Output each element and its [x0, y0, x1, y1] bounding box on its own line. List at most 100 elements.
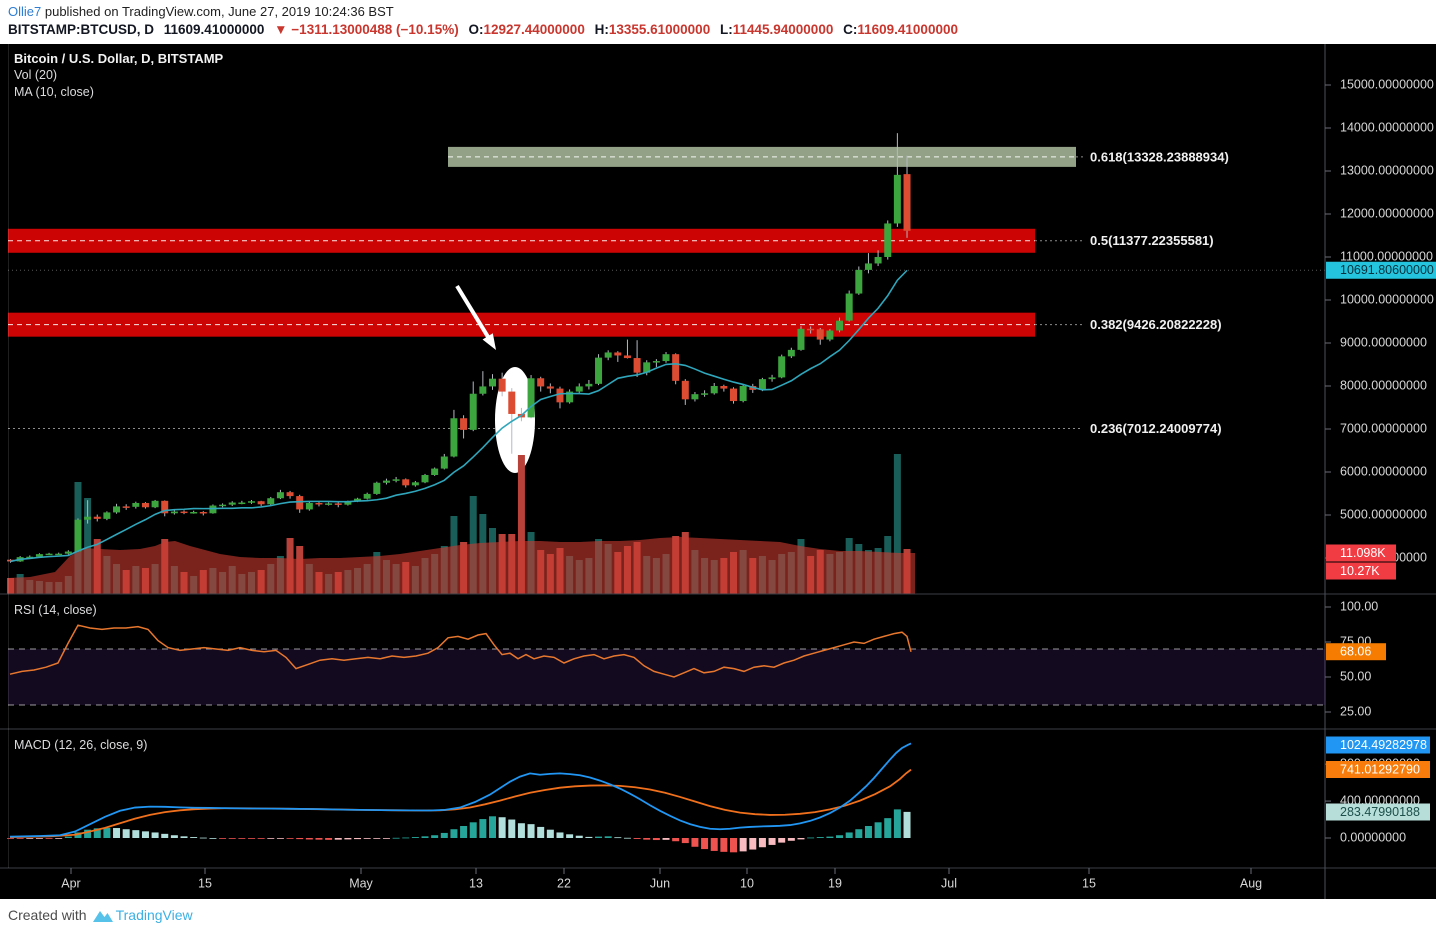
macd-histogram-bar — [113, 828, 121, 838]
candle-body — [537, 378, 545, 387]
author-link[interactable]: Ollie7 — [8, 4, 42, 19]
macd-histogram-bar — [864, 826, 872, 838]
macd-pane-label: MACD (12, 26, close, 9) — [14, 738, 148, 752]
volume-ma-badge — [1326, 544, 1396, 562]
macd-histogram-bar — [267, 838, 275, 839]
volume-ma-badge-label: 11.098K — [1340, 546, 1386, 560]
volume-bar — [893, 454, 901, 594]
candle-body — [778, 356, 786, 378]
macd-histogram-bar — [874, 822, 882, 838]
legend-volume-indicator: Vol (20) — [14, 68, 58, 82]
macd-histogram-bar — [170, 835, 178, 838]
last-price: 11609.41000000 — [163, 22, 265, 37]
macd-histogram-bar — [758, 838, 766, 848]
macd-histogram-bar — [7, 838, 14, 839]
macd-histogram-bar — [325, 838, 333, 840]
low-label: L: — [719, 22, 733, 37]
chart-legend: Bitcoin / U.S. Dollar, D, BITSTAMP Vol (… — [14, 50, 223, 101]
candle-body — [113, 506, 121, 513]
candle-body — [479, 386, 487, 394]
macd-histogram-bar — [681, 838, 689, 844]
candle-body — [421, 475, 429, 483]
price-axis-label: 11000.00000000 — [1340, 249, 1433, 263]
candle-body — [132, 502, 140, 507]
time-axis-label: 13 — [469, 876, 483, 890]
macd-hist-badge-label: 283.47990188 — [1340, 805, 1420, 819]
tradingview-brand-link[interactable]: TradingView — [115, 907, 193, 923]
macd-histogram-bar — [797, 838, 805, 840]
candle-body — [701, 393, 709, 395]
macd-histogram-bar — [845, 832, 853, 838]
macd-histogram-bar — [440, 832, 448, 838]
time-axis-label: Apr — [61, 876, 80, 890]
macd-histogram-bar — [623, 837, 631, 839]
candle-body — [633, 358, 641, 373]
macd-histogram-bar — [450, 829, 458, 838]
macd-signal-badge — [1326, 761, 1430, 778]
price-axis-label: 5000.00000000 — [1340, 507, 1427, 521]
macd-histogram-bar — [354, 838, 362, 840]
macd-histogram-bar — [382, 838, 390, 839]
chart-canvas[interactable]: 0.618(13328.23888934) 0.5(11377.22355581)… — [0, 44, 1436, 899]
candle-body — [807, 328, 815, 331]
macd-histogram-bar — [161, 833, 169, 838]
fib-band — [448, 146, 1076, 167]
macd-histogram-bar — [546, 829, 554, 838]
candle-body — [826, 330, 834, 340]
candle-body — [739, 386, 747, 402]
open-label: O: — [468, 22, 484, 37]
macd-histogram-bar — [373, 838, 381, 839]
macd-histogram-bar — [595, 836, 603, 838]
macd-histogram-bar — [402, 837, 410, 839]
macd-histogram-bar — [537, 826, 545, 838]
candle-body — [672, 354, 680, 381]
candle-body — [710, 386, 718, 394]
macd-histogram-bar — [315, 838, 323, 840]
macd-histogram-bar — [64, 836, 72, 838]
candle-body — [768, 377, 776, 380]
fib-level-label: 0.382(9426.20822228) — [1090, 317, 1222, 332]
ma-price-badge-label: 10691.80600000 — [1340, 263, 1434, 277]
candle-body — [325, 503, 333, 505]
candle-body — [228, 502, 236, 505]
macd-histogram-bar — [363, 838, 371, 839]
candle-body — [74, 519, 82, 552]
chart-area[interactable]: 0.618(13328.23888934) 0.5(11377.22355581)… — [0, 44, 1436, 899]
rsi-value-badge — [1326, 643, 1386, 661]
macd-histogram-bar — [469, 822, 477, 838]
macd-histogram-bar — [672, 838, 680, 842]
macd-histogram-bar — [807, 837, 815, 839]
macd-histogram-bar — [190, 837, 198, 838]
candle-body — [382, 480, 390, 483]
candle-body — [836, 320, 844, 331]
candle-body — [392, 479, 400, 481]
candle-body — [691, 394, 699, 400]
fib-level-label: 0.618(13328.23888934) — [1090, 149, 1229, 164]
macd-histogram-bar — [730, 838, 737, 853]
candle-body — [141, 502, 149, 508]
high-label: H: — [594, 22, 609, 37]
macd-histogram-bar — [517, 823, 525, 838]
macd-histogram-bar — [479, 819, 487, 838]
open-value: 12927.44000000 — [483, 22, 585, 37]
tradingview-logo-icon — [92, 908, 113, 923]
candle-body — [411, 482, 419, 486]
time-axis-label: Jun — [650, 876, 670, 890]
macd-histogram-bar — [305, 838, 313, 840]
candle-body — [431, 468, 439, 476]
candle-body — [623, 355, 631, 359]
macd-histogram-bar — [141, 831, 149, 838]
price-axis-label: 14000.00000000 — [1340, 120, 1434, 134]
candle-body — [103, 512, 111, 519]
candle-body — [180, 511, 188, 514]
macd-histogram-bar — [652, 838, 660, 841]
macd-histogram-bar — [93, 828, 101, 838]
candle-body — [681, 380, 689, 400]
macd-histogram-bar — [855, 829, 863, 838]
price-axis-label: 6000.00000000 — [1340, 464, 1427, 478]
candle-body — [26, 556, 34, 559]
time-axis-label: 22 — [557, 876, 571, 890]
candle-body — [199, 511, 207, 514]
candle-body — [845, 293, 853, 321]
candle-body — [720, 386, 728, 389]
